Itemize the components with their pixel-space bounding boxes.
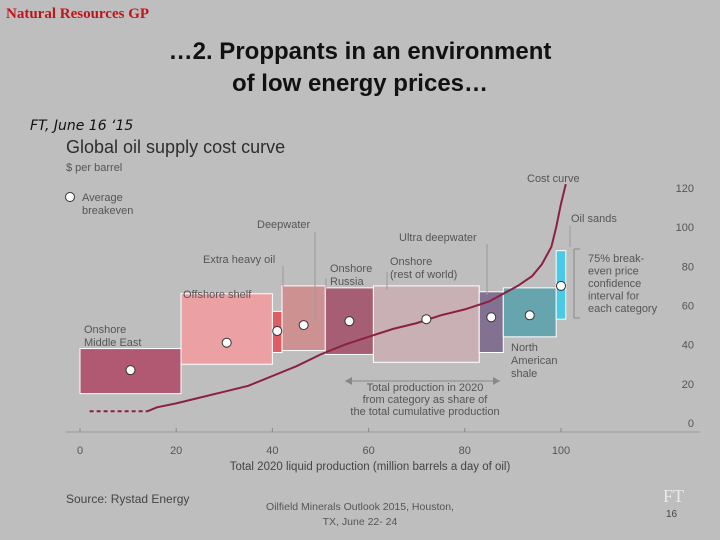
slide-title-line-1: …2. Proppants in an environment bbox=[168, 38, 552, 65]
label-extra-heavy-oil: Extra heavy oil bbox=[203, 254, 275, 266]
footer-line-1: Oilfield Minerals Outlook 2015, Houston, bbox=[266, 501, 454, 513]
width-note-line-2: the total cumulative production bbox=[350, 406, 499, 418]
x-tick-label: 40 bbox=[266, 445, 278, 457]
x-tick-label: 20 bbox=[170, 445, 182, 457]
label-onshore-middle-east-1: Onshore bbox=[84, 324, 126, 336]
width-note-line-1: from category as share of bbox=[363, 394, 489, 406]
average-breakeven-dot-4 bbox=[344, 316, 355, 327]
label-na-shale-1: North bbox=[511, 342, 538, 354]
ft-logo: FT bbox=[663, 486, 685, 506]
ci-note-line-2: confidence bbox=[588, 278, 641, 290]
page-number: 16 bbox=[666, 509, 678, 520]
conference-footer: Oilfield Minerals Outlook 2015, Houston,… bbox=[240, 500, 480, 530]
average-breakeven-dot-7 bbox=[524, 310, 535, 321]
average-breakeven-dot-8 bbox=[556, 280, 566, 291]
chart-title: Global oil supply cost curve bbox=[66, 137, 286, 157]
cost-curve-line bbox=[146, 183, 567, 413]
average-breakeven-dot-6 bbox=[486, 312, 497, 323]
x-tick-label: 60 bbox=[362, 445, 374, 457]
width-note-line-0: Total production in 2020 bbox=[367, 382, 484, 394]
ci-note-line-0: 75% break- bbox=[588, 253, 645, 265]
y-tick-label: 100 bbox=[676, 222, 694, 234]
legend-breakeven-label-1: Average bbox=[82, 192, 123, 204]
x-axis-title: Total 2020 liquid production (million ba… bbox=[230, 461, 511, 473]
legend-breakeven-label-2: breakeven bbox=[82, 205, 133, 217]
source-note: Source: Rystad Energy bbox=[66, 492, 190, 506]
label-cost-curve: Cost curve bbox=[527, 173, 580, 185]
average-breakeven-dot-5 bbox=[421, 314, 432, 325]
label-onshore-russia-2: Russia bbox=[330, 276, 365, 288]
average-breakeven-dot-1 bbox=[221, 337, 232, 348]
y-tick-label: 40 bbox=[682, 340, 694, 352]
label-na-shale-2: American bbox=[511, 355, 557, 367]
ci-note-line-3: interval for bbox=[588, 291, 640, 303]
label-onshore-row-1: Onshore bbox=[390, 256, 432, 268]
label-na-shale-3: shale bbox=[511, 368, 537, 380]
x-tick-label: 0 bbox=[77, 445, 83, 457]
category-box-3 bbox=[281, 285, 326, 352]
brand-logo-text: Natural Resources GP bbox=[6, 6, 150, 22]
average-breakeven-dot-0 bbox=[125, 365, 136, 376]
y-tick-label: 0 bbox=[688, 418, 694, 430]
ft-date-caption: FT, June 16 ‘15 bbox=[30, 118, 134, 134]
footer-line-2: TX, June 22- 24 bbox=[322, 516, 398, 528]
label-ultra-deepwater: Ultra deepwater bbox=[399, 232, 477, 244]
label-onshore-russia-1: Onshore bbox=[330, 263, 372, 275]
slide-title-line-2: of low energy prices… bbox=[231, 70, 489, 97]
label-offshore-shelf: Offshore shelf bbox=[183, 289, 252, 301]
y-tick-label: 20 bbox=[682, 379, 694, 391]
label-oil-sands: Oil sands bbox=[571, 213, 617, 225]
y-tick-label: 60 bbox=[682, 301, 694, 313]
y-axis-unit-label: $ per barrel bbox=[66, 162, 123, 174]
width-arrow-right bbox=[493, 377, 500, 385]
label-deepwater: Deepwater bbox=[257, 219, 311, 231]
category-box-1 bbox=[180, 293, 273, 365]
ci-note-line-1: even price bbox=[588, 266, 639, 278]
x-tick-label: 80 bbox=[459, 445, 471, 457]
label-onshore-row-2: (rest of world) bbox=[390, 269, 457, 281]
label-onshore-middle-east-2: Middle East bbox=[84, 337, 141, 349]
average-breakeven-dot-3 bbox=[298, 320, 309, 331]
y-tick-label: 80 bbox=[682, 261, 694, 273]
x-tick-label: 100 bbox=[552, 445, 570, 457]
average-breakeven-dot-2 bbox=[272, 325, 283, 336]
ci-note-line-4: each category bbox=[588, 303, 658, 315]
y-tick-label: 120 bbox=[676, 183, 694, 195]
width-arrow-left bbox=[345, 377, 352, 385]
legend-breakeven-dot bbox=[65, 192, 75, 202]
